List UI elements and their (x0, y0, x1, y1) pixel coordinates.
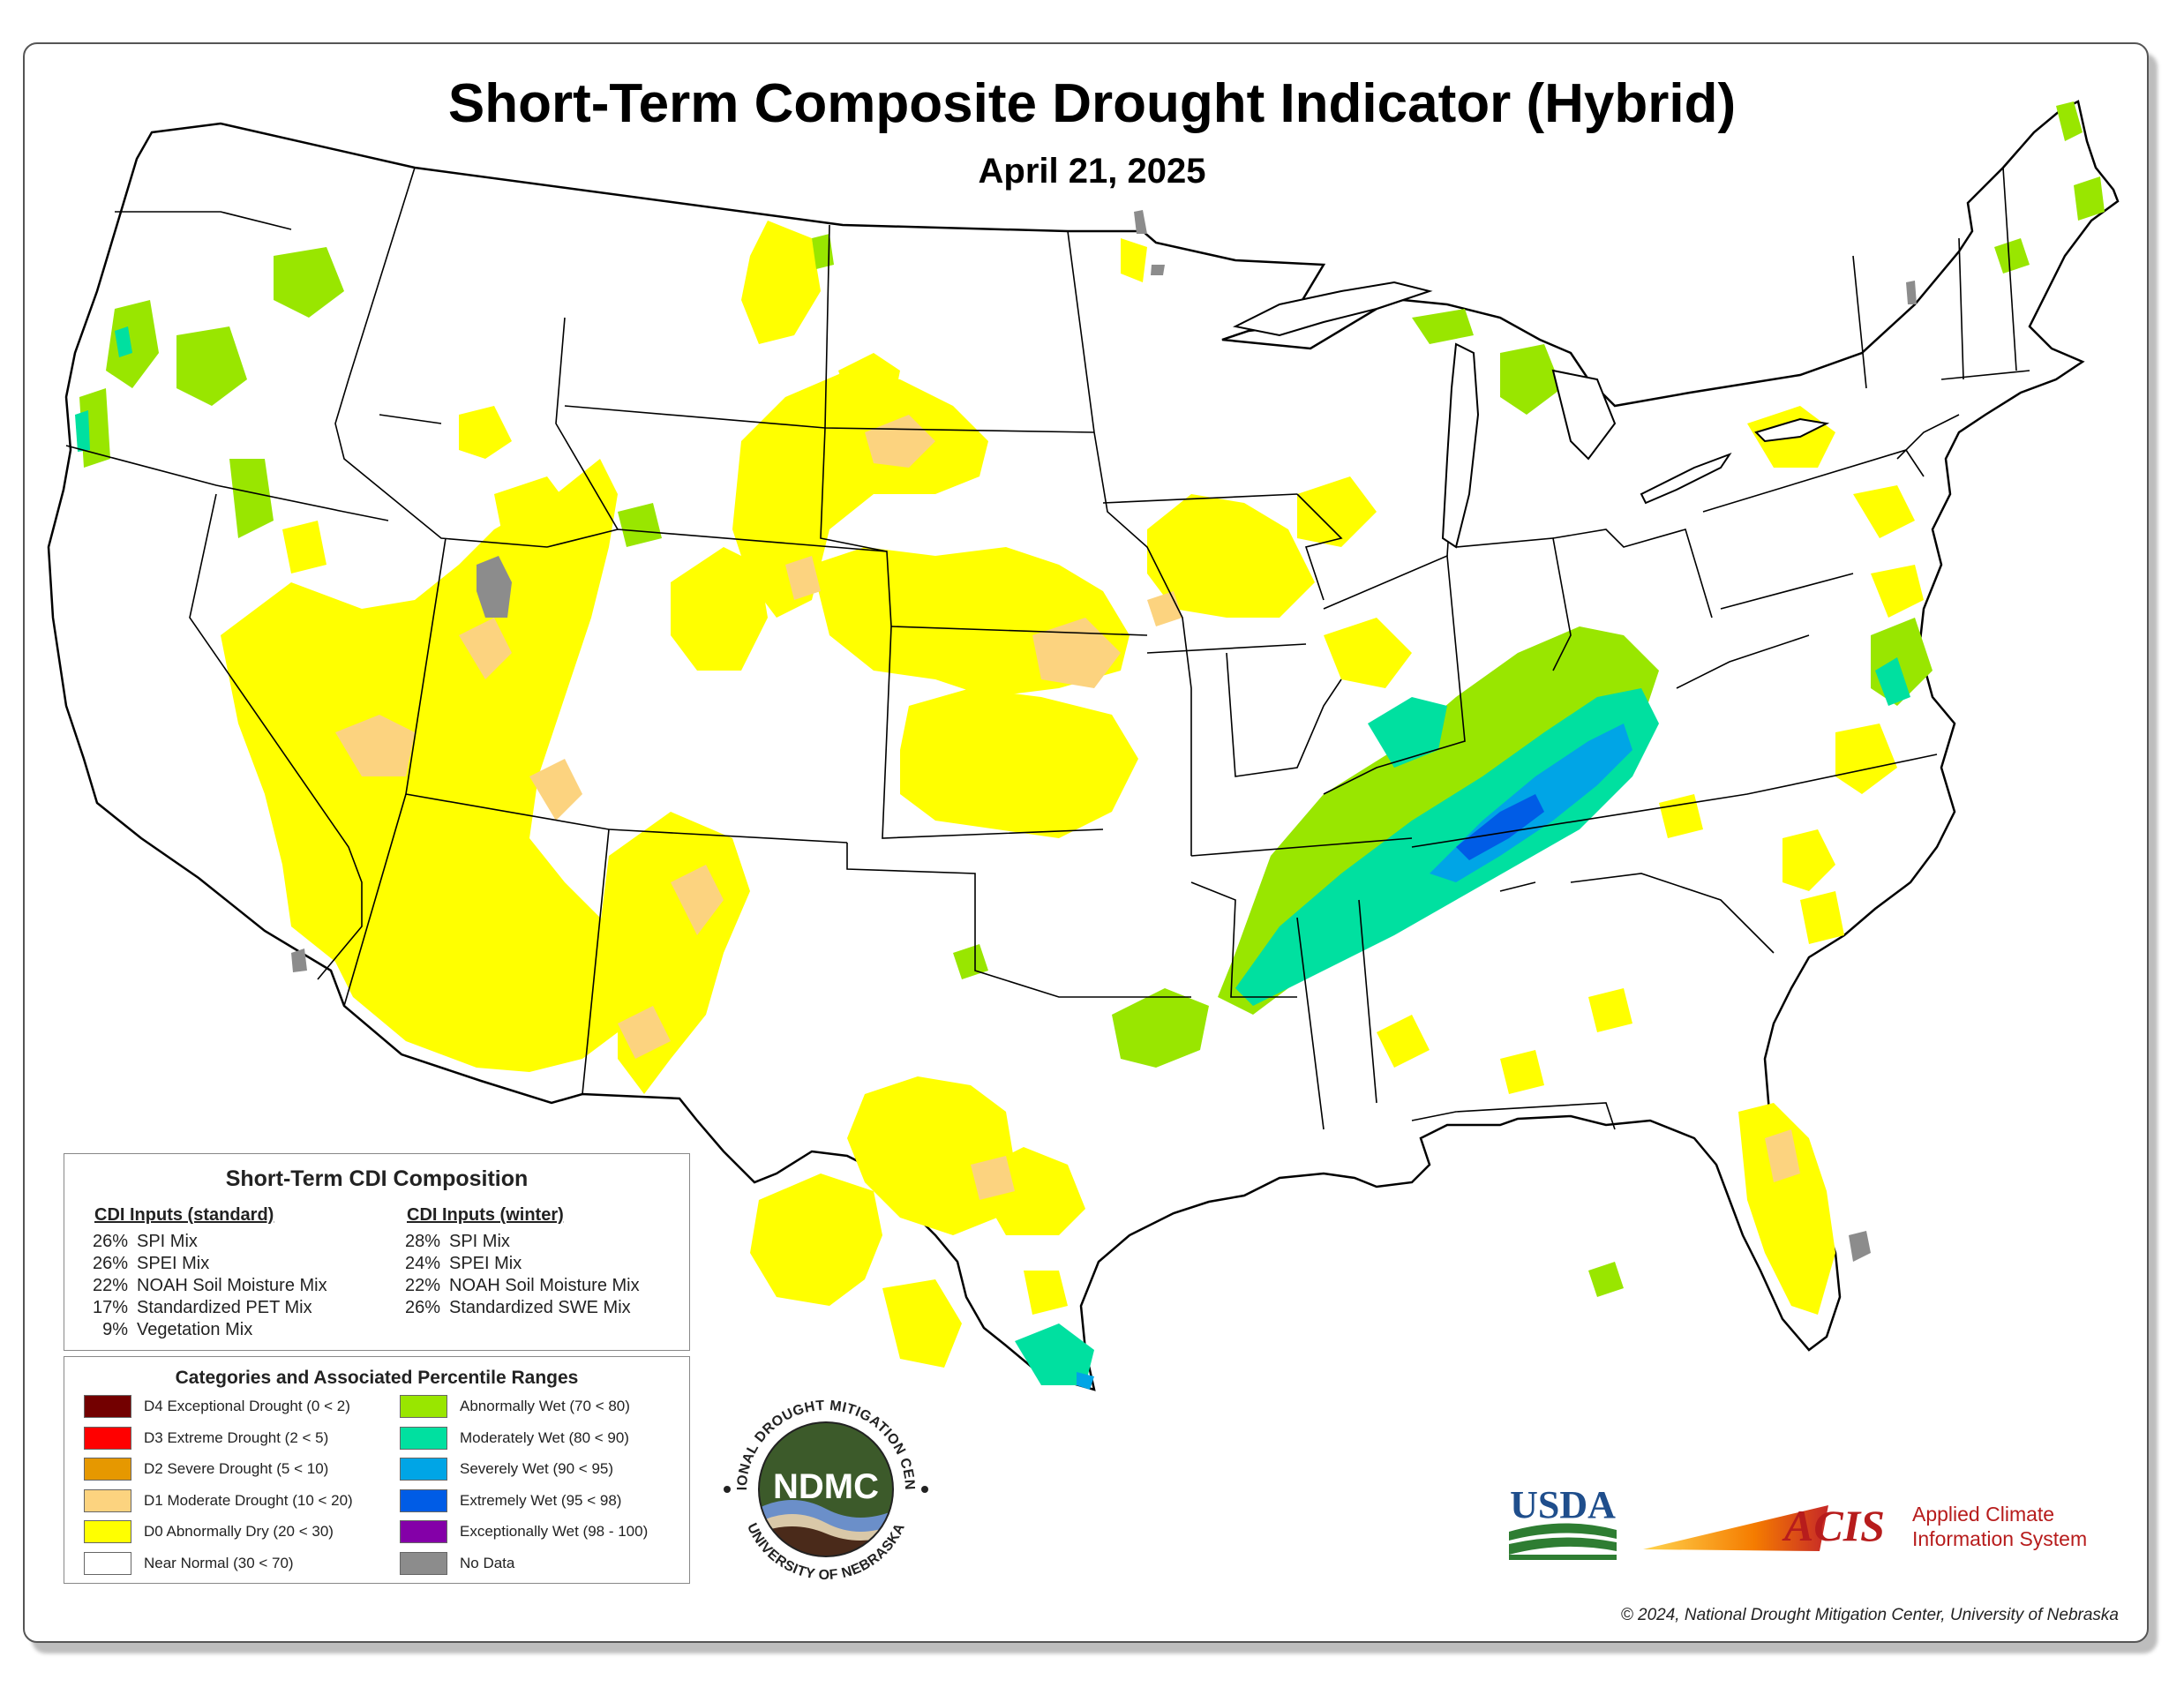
lake-huron (1551, 369, 1617, 461)
legend-category-item: D0 Abnormally Dry (20 < 30) (84, 1519, 334, 1544)
legend-category-item: D2 Severe Drought (5 < 10) (84, 1457, 328, 1481)
standard-inputs-heading: CDI Inputs (standard) (94, 1205, 274, 1225)
legend-swatch (400, 1488, 447, 1512)
categories-legend-panel: Categories and Associated Percentile Ran… (64, 1356, 690, 1584)
legend-label: D4 Exceptional Drought (0 < 2) (144, 1398, 350, 1414)
legend-category-item: Exceptionally Wet (98 - 100) (400, 1519, 648, 1544)
legend-category-item: Severely Wet (90 < 95) (400, 1457, 613, 1481)
legend-label: Moderately Wet (80 < 90) (460, 1428, 629, 1446)
legend-swatch (400, 1520, 447, 1543)
legend-category-item: D3 Extreme Drought (2 < 5) (84, 1426, 328, 1451)
cdi-composition-panel: Short-Term CDI Composition CDI Inputs (s… (64, 1153, 690, 1351)
map-title: Short-Term Composite Drought Indicator (… (447, 73, 1737, 134)
winter-input-row: 22% NOAH Soil Moisture Mix (404, 1276, 640, 1295)
legend-label: Abnormally Wet (70 < 80) (460, 1398, 630, 1414)
cdi-composition-title: Short-Term CDI Composition (225, 1166, 529, 1191)
legend-swatch (400, 1458, 447, 1481)
winter-input-row: 26% Standardized SWE Mix (404, 1298, 631, 1317)
legend-swatch (84, 1488, 131, 1512)
usda-text: USDA (1510, 1483, 1616, 1526)
legend-label: D1 Moderate Drought (10 < 20) (144, 1491, 353, 1509)
legend-label: Near Normal (30 < 70) (144, 1554, 294, 1571)
legend-category-item: D4 Exceptional Drought (0 < 2) (84, 1394, 350, 1419)
legend-swatch (400, 1426, 447, 1450)
legend-label: D0 Abnormally Dry (20 < 30) (144, 1523, 334, 1540)
legend-category-item: Moderately Wet (80 < 90) (400, 1426, 629, 1451)
lake-superior (1232, 281, 1433, 337)
map-date: April 21, 2025 (978, 152, 1206, 191)
winter-input-row: 24% SPEI Mix (404, 1254, 522, 1273)
legend-swatch (84, 1458, 131, 1481)
ndmc-logo: NATIONAL DROUGHT MITIGATION CENTER UNIVE… (722, 1385, 928, 1589)
standard-input-row: 9% Vegetation Mix (102, 1320, 253, 1339)
w3-extremely-wet-areas (1456, 794, 1544, 860)
lake-michigan (1441, 342, 1480, 549)
legend-category-item: Abnormally Wet (70 < 80) (400, 1394, 630, 1419)
copyright-text: © 2024, National Drought Mitigation Cent… (1620, 1606, 2119, 1624)
legend-swatch (400, 1551, 447, 1575)
lake-erie (1640, 452, 1732, 505)
acis-line2: Information System (1912, 1527, 2087, 1550)
lake-ontario (1754, 417, 1830, 443)
legend-swatch (84, 1395, 131, 1418)
legend-swatch (400, 1395, 447, 1418)
legend-category-item: Extremely Wet (95 < 98) (400, 1488, 621, 1513)
standard-input-row: 26% SPEI Mix (92, 1254, 210, 1273)
legend-swatch (84, 1426, 131, 1450)
d1-moderate-drought-areas (335, 415, 1800, 1200)
winter-input-row: 28% SPI Mix (404, 1232, 510, 1251)
standard-input-row: 22% NOAH Soil Moisture Mix (92, 1276, 327, 1295)
legend-label: Severely Wet (90 < 95) (460, 1460, 614, 1477)
legend-swatch (84, 1551, 131, 1575)
usda-logo: USDA (1509, 1483, 1617, 1560)
drought-regions (75, 101, 2105, 1390)
great-lakes (1232, 281, 1830, 549)
legend-category-item: D1 Moderate Drought (10 < 20) (84, 1488, 353, 1513)
acis-text: ACIS (1782, 1501, 1885, 1550)
winter-inputs-heading: CDI Inputs (winter) (407, 1205, 564, 1225)
no-data-areas (291, 210, 1917, 1262)
legend-category-item: Near Normal (30 < 70) (84, 1551, 294, 1576)
standard-input-row: 17% Standardized PET Mix (92, 1298, 312, 1317)
legend-label: Exceptionally Wet (98 - 100) (460, 1523, 649, 1540)
standard-input-row: 26% SPI Mix (92, 1232, 198, 1251)
legend-label: D2 Severe Drought (5 < 10) (144, 1460, 329, 1477)
acis-logo: ACIS Applied Climate Information System (1643, 1501, 2087, 1551)
acis-line1: Applied Climate (1912, 1503, 2054, 1526)
legend-label: No Data (460, 1554, 515, 1571)
categories-legend-title: Categories and Associated Percentile Ran… (175, 1368, 579, 1388)
legend-category-item: No Data (400, 1551, 514, 1576)
ndmc-abbr: NDMC (773, 1467, 879, 1506)
legend-label: D3 Extreme Drought (2 < 5) (144, 1428, 329, 1446)
state-borders (65, 167, 2030, 1130)
legend-swatch (84, 1520, 131, 1543)
legend-label: Extremely Wet (95 < 98) (460, 1491, 622, 1509)
